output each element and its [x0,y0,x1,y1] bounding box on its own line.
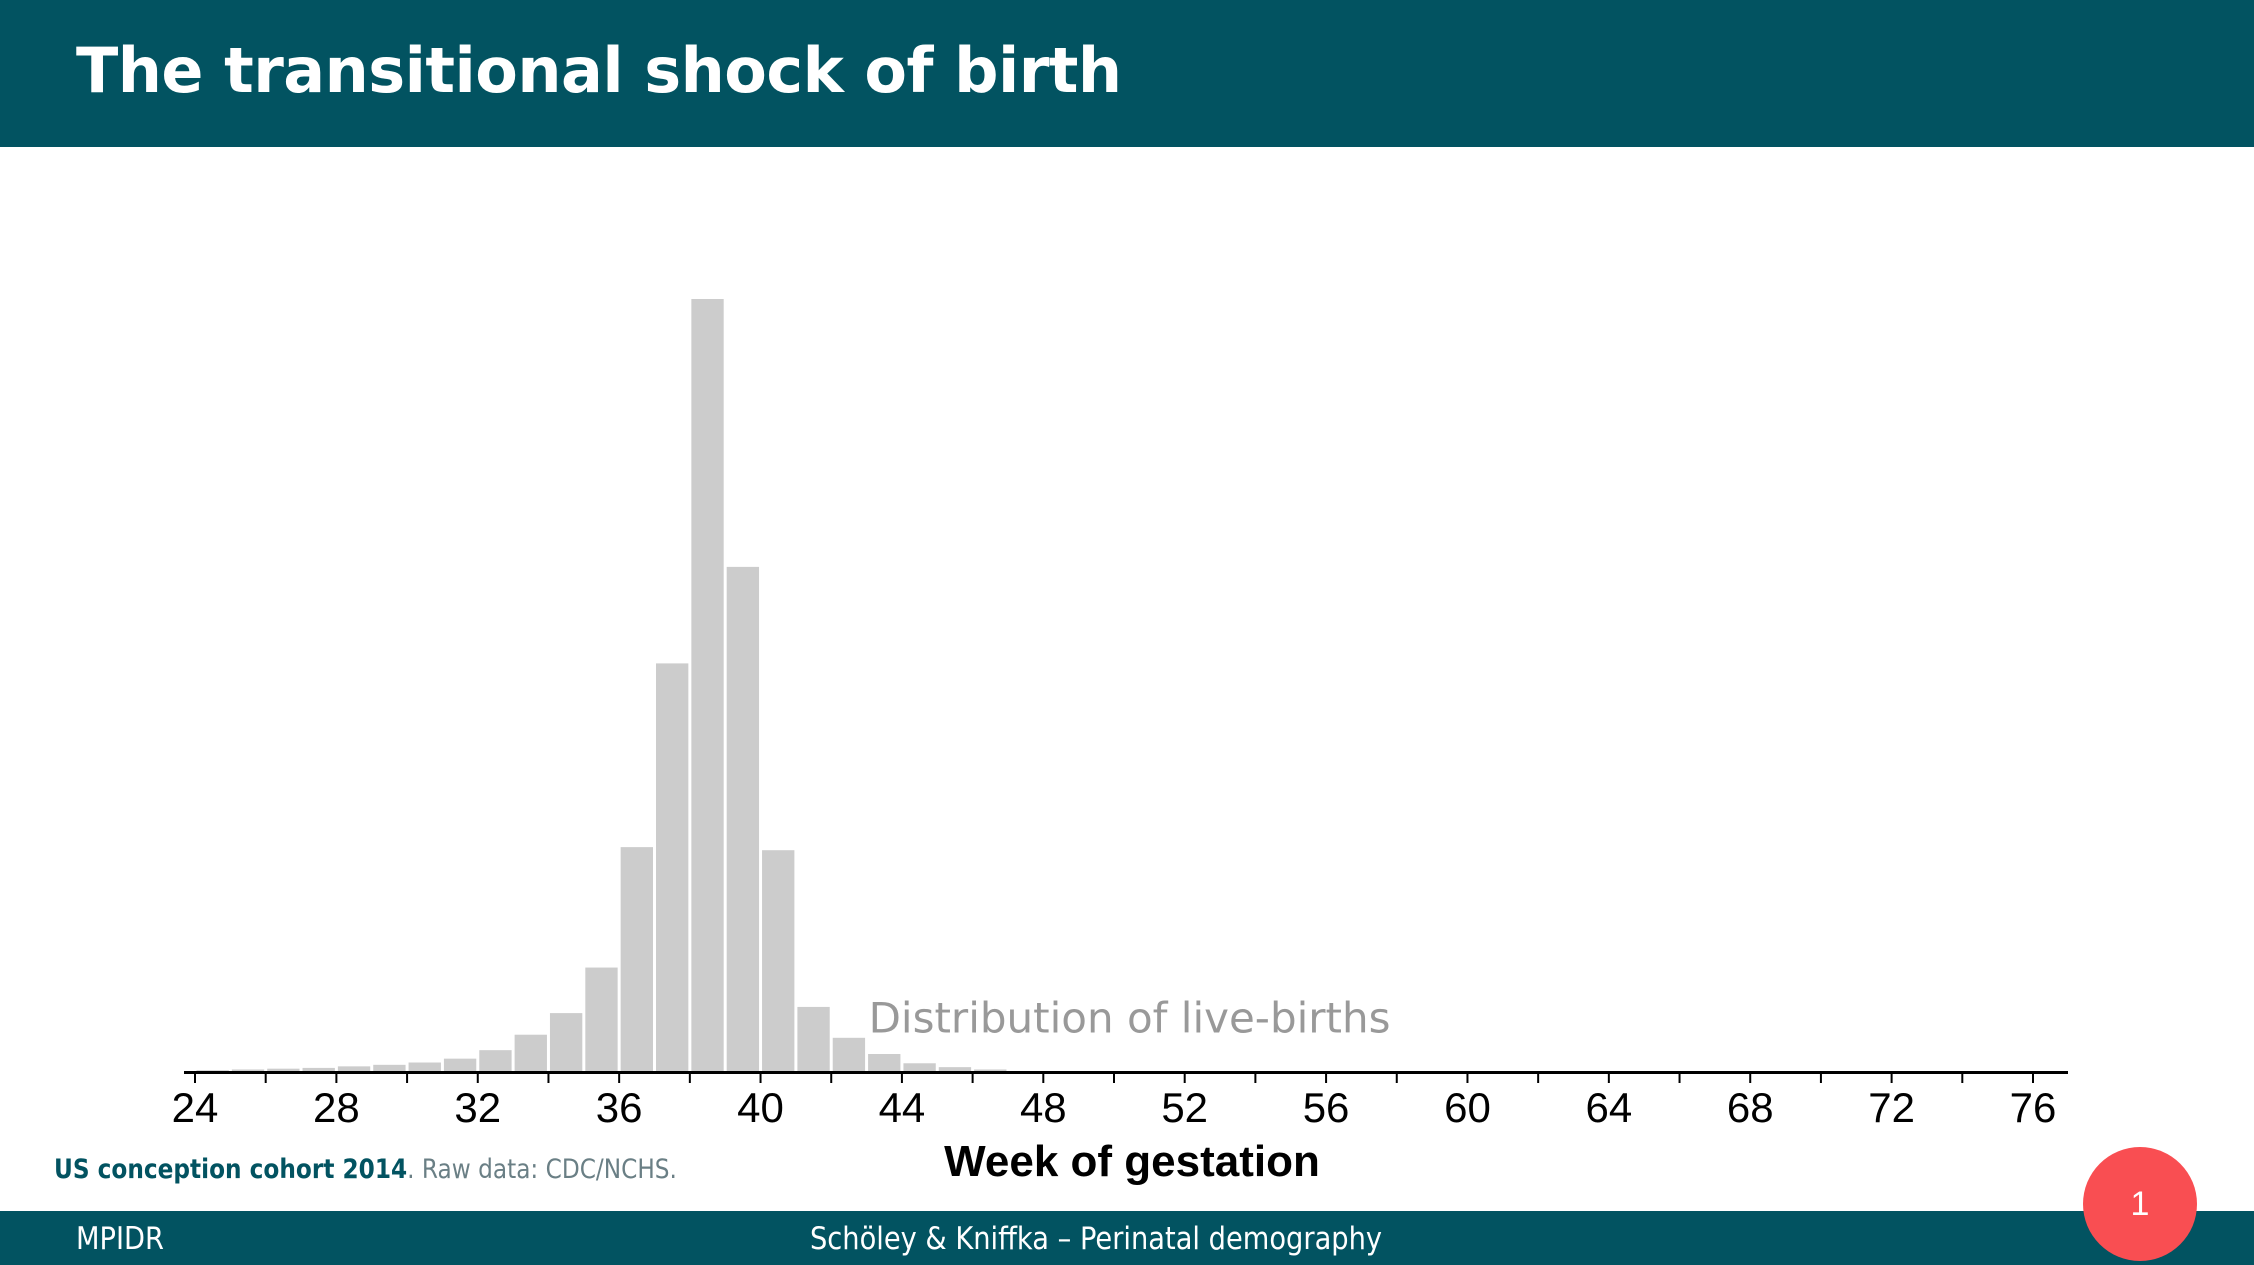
footer-institution: MPIDR [76,1221,164,1257]
caption-cohort: US conception cohort 2014 [54,1154,408,1185]
histogram-bar [302,1067,335,1071]
histogram-bar [868,1054,901,1071]
x-tick-label: 48 [1020,1084,1067,1131]
x-tick-label: 44 [879,1084,926,1131]
x-tick-label: 72 [1868,1084,1915,1131]
x-tick-label: 36 [596,1084,643,1131]
footer-presentation-title: Schöley & Kniffka – Perinatal demography [809,1221,1383,1257]
histogram-bar [514,1034,547,1071]
histogram-bar [408,1062,441,1071]
x-tick-label: 68 [1727,1084,1774,1131]
annotation-live-births: Distribution of live-births [869,993,1391,1042]
histogram-bar [832,1037,866,1071]
histogram-bar [938,1067,972,1071]
slide-footer: MPIDR Schöley & Kniffka – Perinatal demo… [0,1211,2254,1265]
page-number-badge[interactable]: 1 [2083,1147,2197,1261]
x-tick-label: 24 [172,1084,219,1131]
histogram-bar [267,1068,300,1071]
histogram-bar [726,566,760,1071]
x-tick-label: 32 [454,1084,501,1131]
histogram-bar [549,1013,583,1071]
x-tick-label: 76 [2010,1084,2057,1131]
x-tick-label: 56 [1303,1084,1350,1131]
caption-source: . Raw data: CDC/NCHS. [407,1154,677,1185]
histogram-bar [974,1069,1007,1071]
x-tick-label: 52 [1161,1084,1208,1131]
histogram-bar [691,299,724,1071]
data-source-caption: US conception cohort 2014. Raw data: CDC… [54,1154,677,1185]
histogram-chart: 24 28 32 36 40 44 48 52 56 60 64 68 72 76 Week of gest… [172,299,2068,1186]
histogram-bar [762,850,795,1071]
histogram-bar [373,1064,406,1071]
histogram-bar [585,967,618,1071]
histogram-bar [656,663,689,1071]
histogram-bar [337,1066,371,1071]
x-tick-label: 40 [737,1084,784,1131]
x-tick-label: 60 [1444,1084,1491,1131]
slide-header: The transitional shock of birth [0,0,2254,147]
x-axis-title: Week of gestation [944,1137,1320,1186]
x-tick-label: 64 [1585,1084,1632,1131]
histogram-bar [620,847,653,1071]
histogram-bar [231,1069,265,1071]
histogram-bar [479,1050,512,1071]
histogram-bar [903,1063,936,1071]
x-tick-label: 28 [313,1084,360,1131]
histogram-bar [443,1058,477,1071]
histogram-bar [196,1070,229,1071]
slide-title: The transitional shock of birth [76,34,1122,107]
histogram-bar [797,1006,830,1071]
